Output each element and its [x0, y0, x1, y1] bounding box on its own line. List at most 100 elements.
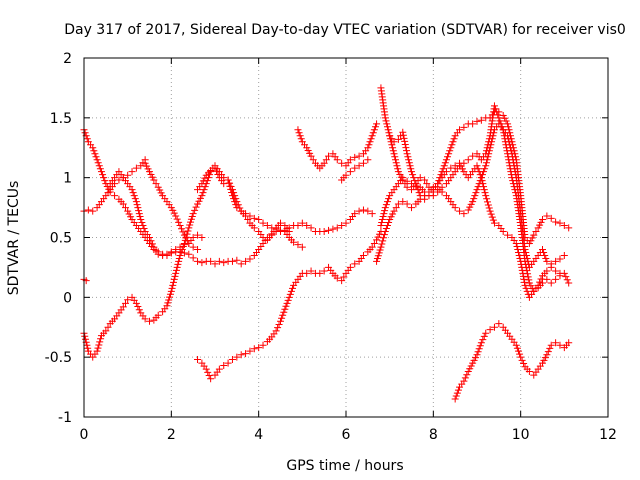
data-point-interp	[139, 222, 147, 230]
data-point	[242, 212, 250, 220]
data-point-interp	[542, 254, 550, 262]
data-point-interp	[563, 276, 571, 284]
data-point-interp	[503, 147, 511, 155]
data-point-interp	[496, 117, 504, 125]
data-point-interp	[192, 203, 200, 211]
data-point	[137, 216, 145, 224]
data-point	[390, 138, 398, 146]
data-point	[194, 231, 202, 239]
data-point-interp	[483, 195, 491, 203]
data-point-interp	[405, 156, 413, 164]
data-point-interp	[475, 168, 483, 176]
data-point-interp	[502, 144, 510, 152]
data-point-interp	[439, 165, 447, 173]
data-point	[394, 135, 402, 143]
data-point-interp	[130, 192, 138, 200]
data-point	[486, 207, 494, 215]
data-point-interp	[480, 332, 488, 340]
data-point-interp	[501, 135, 509, 143]
data-point	[97, 168, 105, 176]
data-point	[368, 132, 376, 140]
data-point-interp	[440, 162, 448, 170]
data-point	[294, 222, 302, 230]
data-point-interp	[513, 344, 521, 352]
data-point	[552, 339, 560, 347]
data-point-interp	[511, 186, 519, 194]
data-point	[346, 156, 354, 164]
data-point-interp	[296, 132, 304, 140]
data-point	[416, 174, 424, 182]
data-point	[237, 260, 245, 268]
data-point	[512, 239, 520, 247]
data-point	[228, 186, 236, 194]
y-tick-label: 0	[63, 290, 72, 306]
data-point	[565, 224, 573, 232]
data-point	[456, 126, 464, 134]
data-point	[543, 212, 551, 220]
data-point	[408, 168, 415, 176]
data-point	[194, 245, 202, 253]
data-point	[373, 120, 381, 128]
data-point	[246, 347, 254, 355]
data-point	[338, 222, 346, 230]
data-point	[298, 219, 306, 227]
data-point-interp	[232, 195, 240, 203]
data-point-interp	[385, 129, 393, 137]
data-point	[408, 204, 415, 212]
data-point	[552, 218, 560, 226]
data-point-interp	[500, 129, 508, 137]
data-point	[351, 210, 359, 218]
data-point	[377, 222, 385, 230]
data-point	[325, 226, 333, 234]
x-tick-label: 10	[512, 427, 530, 443]
data-point	[84, 206, 92, 214]
data-point	[198, 234, 206, 241]
data-point	[228, 257, 236, 265]
data-point	[556, 219, 564, 227]
data-point-interp	[366, 138, 374, 146]
data-point-interp	[445, 150, 453, 158]
data-point-interp	[506, 162, 514, 170]
data-point-interp	[81, 332, 89, 340]
data-point	[189, 243, 197, 251]
data-point	[172, 245, 180, 253]
data-point-interp	[278, 314, 286, 322]
data-point	[486, 326, 494, 334]
data-point-interp	[519, 272, 527, 280]
data-point-interp	[546, 344, 554, 352]
data-point-interp	[482, 159, 490, 167]
data-point	[539, 245, 546, 253]
data-point	[172, 212, 180, 220]
data-point	[421, 176, 429, 184]
data-point-interp	[481, 189, 489, 197]
data-point	[447, 144, 455, 152]
data-point	[416, 195, 424, 203]
data-point	[233, 256, 241, 264]
data-point-interp	[380, 210, 388, 218]
data-point	[368, 243, 376, 251]
data-point	[325, 152, 333, 160]
data-point-interp	[562, 273, 570, 281]
data-point	[517, 257, 525, 265]
data-point-interp	[479, 336, 487, 344]
data-point	[460, 377, 468, 385]
data-point	[198, 192, 206, 200]
data-point	[198, 259, 206, 267]
data-point-interp	[475, 345, 483, 353]
data-point	[303, 269, 311, 277]
data-point-interp	[164, 299, 172, 307]
data-point-interp	[270, 228, 278, 236]
y-tick-label: 1.5	[50, 111, 72, 127]
x-tick-label: 4	[254, 427, 263, 443]
data-point-interp	[191, 206, 199, 214]
data-point-interp	[121, 299, 129, 307]
data-point-interp	[375, 249, 383, 257]
data-point-interp	[135, 210, 143, 218]
data-point-interp	[461, 374, 469, 382]
data-point-interp	[401, 141, 409, 149]
y-tick-label: -1	[58, 410, 72, 426]
data-point-interp	[405, 159, 413, 167]
data-point	[320, 159, 328, 167]
data-point	[132, 198, 140, 206]
